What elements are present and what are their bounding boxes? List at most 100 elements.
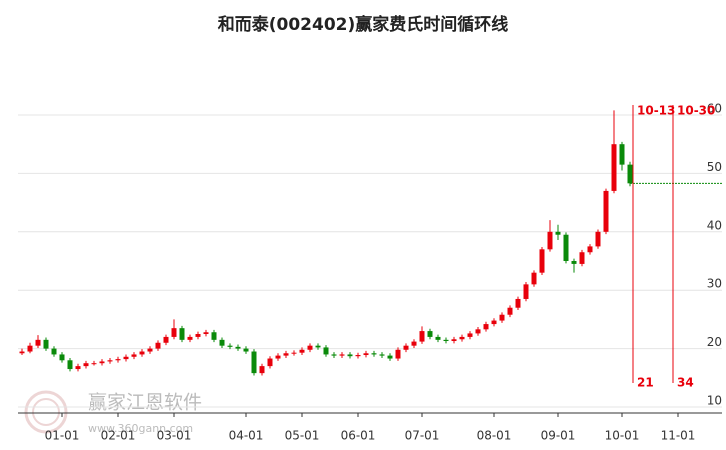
candle-body [163, 336, 169, 343]
candle-body [435, 336, 441, 340]
candle-body [627, 164, 633, 184]
candle-body [123, 356, 129, 360]
candle-body [307, 345, 313, 350]
candle-body [155, 342, 161, 349]
candle-body [243, 348, 249, 352]
cycle-count: 34 [677, 376, 694, 390]
y-tick-label: 40 [707, 218, 722, 232]
candle-body [27, 345, 33, 352]
candle-body [563, 234, 569, 261]
candle-body [299, 349, 305, 353]
candle-body [371, 353, 377, 355]
candle-body [443, 339, 449, 342]
candle-body [267, 358, 273, 367]
x-tick-label: 09-01 [541, 429, 576, 443]
candle-body [403, 345, 409, 350]
y-tick-label: 30 [707, 277, 722, 291]
candle-body [523, 284, 529, 299]
candle-body [35, 339, 41, 346]
x-tick-label: 01-01 [45, 429, 80, 443]
candle-body [51, 348, 57, 355]
candle-body [259, 366, 265, 374]
candle-body [459, 336, 465, 340]
x-tick-label: 05-01 [285, 429, 320, 443]
candle-body [347, 354, 353, 357]
candle-body [323, 347, 329, 355]
candle-body [491, 320, 497, 325]
candle-body [547, 231, 553, 250]
candle-body [355, 355, 361, 357]
candle-body [499, 314, 505, 321]
candle-body [203, 332, 209, 334]
cycle-date: 10-30 [677, 104, 715, 118]
watermark-url: www.360gann.com [88, 422, 193, 435]
candle-body [515, 298, 521, 308]
candle-body [603, 190, 609, 232]
cycle-count: 21 [637, 376, 654, 390]
candle-body [451, 339, 457, 342]
candle-body [283, 353, 289, 356]
candle-body [291, 352, 297, 354]
x-tick-label: 06-01 [341, 429, 376, 443]
candle-body [75, 366, 81, 370]
candle-body [187, 336, 193, 340]
candle-body [179, 328, 185, 340]
cycle-date: 10-13 [637, 104, 675, 118]
candle-body [91, 363, 97, 365]
x-tick-label: 04-01 [229, 429, 264, 443]
candle-body [315, 345, 321, 348]
candle-body [99, 361, 105, 364]
candle-body [131, 354, 137, 357]
candle-body [235, 346, 241, 349]
candle-body [147, 348, 153, 352]
y-tick-label: 50 [707, 160, 722, 174]
candle-body [595, 231, 601, 247]
candle-body [411, 341, 417, 346]
watermark: 赢家江恩软件 [88, 392, 202, 414]
candle-body [531, 272, 537, 285]
chart-title: 和而泰(002402)赢家费氏时间循环线 [218, 14, 509, 35]
candle-body [579, 252, 585, 264]
candle-body [571, 261, 577, 264]
y-tick-label: 10 [707, 394, 722, 408]
candle-body [67, 360, 73, 370]
x-tick-label: 02-01 [101, 429, 136, 443]
candle-body [219, 339, 225, 346]
x-tick-label: 07-01 [405, 429, 440, 443]
candle-body [195, 334, 201, 337]
candle-body [171, 328, 177, 337]
candle-body [539, 249, 545, 273]
candle-body [115, 359, 121, 361]
candle-body [395, 349, 401, 359]
candle-body [59, 354, 65, 361]
candle-body [587, 246, 593, 253]
candle-body [275, 355, 281, 359]
candle-body [251, 351, 257, 374]
candle-body [83, 363, 89, 367]
candle-body [211, 332, 217, 340]
x-tick-label: 11-01 [661, 429, 696, 443]
candle-body [611, 144, 617, 191]
candle-body [331, 354, 337, 356]
y-tick-label: 20 [707, 335, 722, 349]
candle-body [379, 354, 385, 356]
candle-body [619, 144, 625, 165]
x-tick-label: 10-01 [605, 429, 640, 443]
candle-body [507, 307, 513, 315]
candle-body [19, 351, 25, 354]
candle-body [107, 360, 113, 362]
candle-body [363, 353, 369, 356]
candle-body [467, 333, 473, 337]
candle-body [419, 331, 425, 342]
candle-body [427, 331, 433, 337]
candle-body [483, 324, 489, 330]
candle-body [387, 355, 393, 359]
candle-body [43, 339, 49, 349]
y-tick-label: 60 [707, 102, 722, 116]
watermark-logo [24, 390, 68, 434]
candle-body [139, 351, 145, 355]
x-tick-label: 03-01 [157, 429, 192, 443]
candle-body [475, 329, 481, 334]
x-tick-label: 08-01 [477, 429, 512, 443]
